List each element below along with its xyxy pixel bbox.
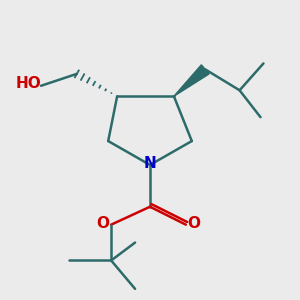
Text: HO: HO xyxy=(16,76,41,91)
Text: O: O xyxy=(187,216,200,231)
Text: N: N xyxy=(144,156,156,171)
Polygon shape xyxy=(174,65,209,96)
Text: O: O xyxy=(96,216,109,231)
